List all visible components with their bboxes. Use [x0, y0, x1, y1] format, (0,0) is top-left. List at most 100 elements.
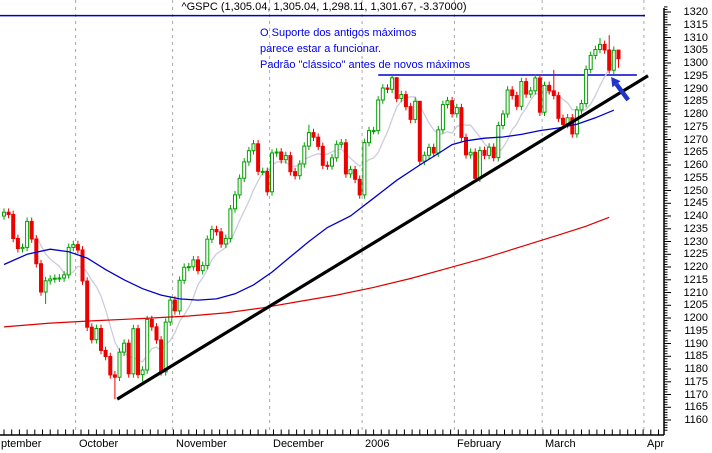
arrow-icon[interactable]: [611, 77, 621, 88]
candle-body: [427, 146, 431, 156]
candle-body: [436, 129, 441, 154]
candle-body: [334, 143, 339, 159]
y-axis-label: 1290: [683, 83, 708, 95]
y-axis-label: 1170: [684, 389, 708, 401]
candle-body: [242, 161, 247, 179]
y-axis-label: 1305: [683, 44, 708, 56]
candle-body: [71, 244, 76, 248]
candle-body: [25, 220, 30, 248]
candle-body: [311, 132, 316, 138]
candle-body: [66, 246, 71, 276]
candle-body: [29, 220, 34, 240]
x-axis-label: October: [79, 438, 119, 450]
candle-body: [574, 109, 579, 135]
candle-body: [159, 339, 164, 373]
candle-body: [607, 49, 612, 71]
candle-body: [487, 146, 492, 156]
candle-body: [348, 169, 353, 175]
candle-body: [274, 151, 279, 154]
x-axis-label: Apr: [647, 438, 665, 450]
candle-body: [306, 132, 311, 147]
candle-body: [473, 151, 478, 179]
candle-body: [385, 87, 390, 90]
candle-body: [209, 229, 214, 240]
candle-body: [20, 246, 25, 250]
y-axis-label: 1175: [684, 376, 708, 388]
candle-body: [15, 237, 20, 250]
candle-body: [283, 155, 288, 161]
candle-body: [136, 328, 140, 376]
x-axis-label: February: [457, 438, 502, 450]
candle-body: [131, 328, 136, 375]
y-axis-label: 1285: [683, 95, 708, 107]
y-axis-label: 1275: [683, 121, 708, 133]
candle-body: [62, 274, 67, 279]
candle-body: [390, 77, 395, 90]
candle-body: [551, 90, 556, 97]
candle-body: [422, 154, 427, 162]
y-axis-label: 1190: [684, 338, 708, 350]
candle-body: [431, 146, 436, 154]
candle-body: [380, 87, 385, 101]
candle-body: [108, 356, 113, 376]
candle-body: [343, 142, 348, 175]
candle-body: [528, 90, 533, 95]
candle-body: [293, 171, 298, 177]
candle-body: [533, 77, 538, 92]
candle-body: [39, 263, 43, 293]
candle-body: [339, 142, 344, 145]
y-axis-label: 1265: [683, 146, 708, 158]
y-axis-label: 1300: [683, 57, 708, 69]
candle-body: [89, 326, 94, 341]
candle-body: [547, 84, 552, 92]
annotation-line-3: Padrão "clássico" antes de novos máximos: [260, 59, 471, 71]
candle-body: [593, 49, 598, 56]
candle-body: [288, 155, 293, 173]
y-axis-label: 1240: [683, 210, 708, 222]
candle-body: [149, 319, 154, 328]
candle-body: [154, 326, 159, 341]
y-axis-label: 1185: [684, 350, 708, 362]
candle-body: [246, 150, 251, 163]
candle-body: [482, 150, 487, 156]
candle-body: [440, 104, 445, 131]
candle-body: [6, 211, 11, 215]
candle-body: [80, 249, 85, 282]
candle-body: [394, 77, 399, 100]
annotation-text[interactable]: O Suporte dos antigos máximos parece est…: [260, 25, 470, 73]
y-axis-label: 1200: [683, 312, 708, 324]
y-axis-label: 1245: [683, 197, 708, 209]
candle-body: [214, 229, 219, 233]
y-axis-label: 1310: [683, 32, 708, 44]
arrow-shaft[interactable]: [614, 82, 631, 102]
y-axis-label: 1270: [683, 134, 708, 146]
candle-body: [11, 214, 16, 239]
x-axis-label: March: [545, 438, 576, 450]
candle-body: [584, 68, 589, 105]
candle-body: [270, 152, 274, 193]
ma-50-line: [3, 109, 615, 301]
y-axis-label: 1250: [683, 185, 708, 197]
candle-body: [103, 349, 108, 357]
candle-body: [302, 145, 307, 165]
candle-body: [43, 280, 48, 293]
candle-body: [297, 163, 302, 177]
candle-body: [403, 94, 408, 108]
candle-body: [445, 100, 450, 105]
candle-body: [468, 151, 473, 156]
chart-title: ^GSPC (1,305.04, 1,305.04, 1,298.11, 1,3…: [181, 1, 467, 13]
trendline[interactable]: [116, 74, 649, 401]
candle-body: [602, 43, 607, 51]
candle-body: [34, 238, 39, 265]
candle-body: [260, 170, 265, 173]
candle-body: [126, 342, 131, 375]
candle-body: [524, 81, 529, 95]
x-axis-label: 2006: [365, 438, 390, 450]
candle-body: [316, 136, 321, 147]
y-axis-label: 1205: [683, 299, 708, 311]
candle-body: [501, 113, 505, 126]
candle-body: [330, 157, 334, 167]
y-axis-label: 1160: [684, 414, 708, 426]
y-axis-label: 1320: [683, 6, 708, 18]
